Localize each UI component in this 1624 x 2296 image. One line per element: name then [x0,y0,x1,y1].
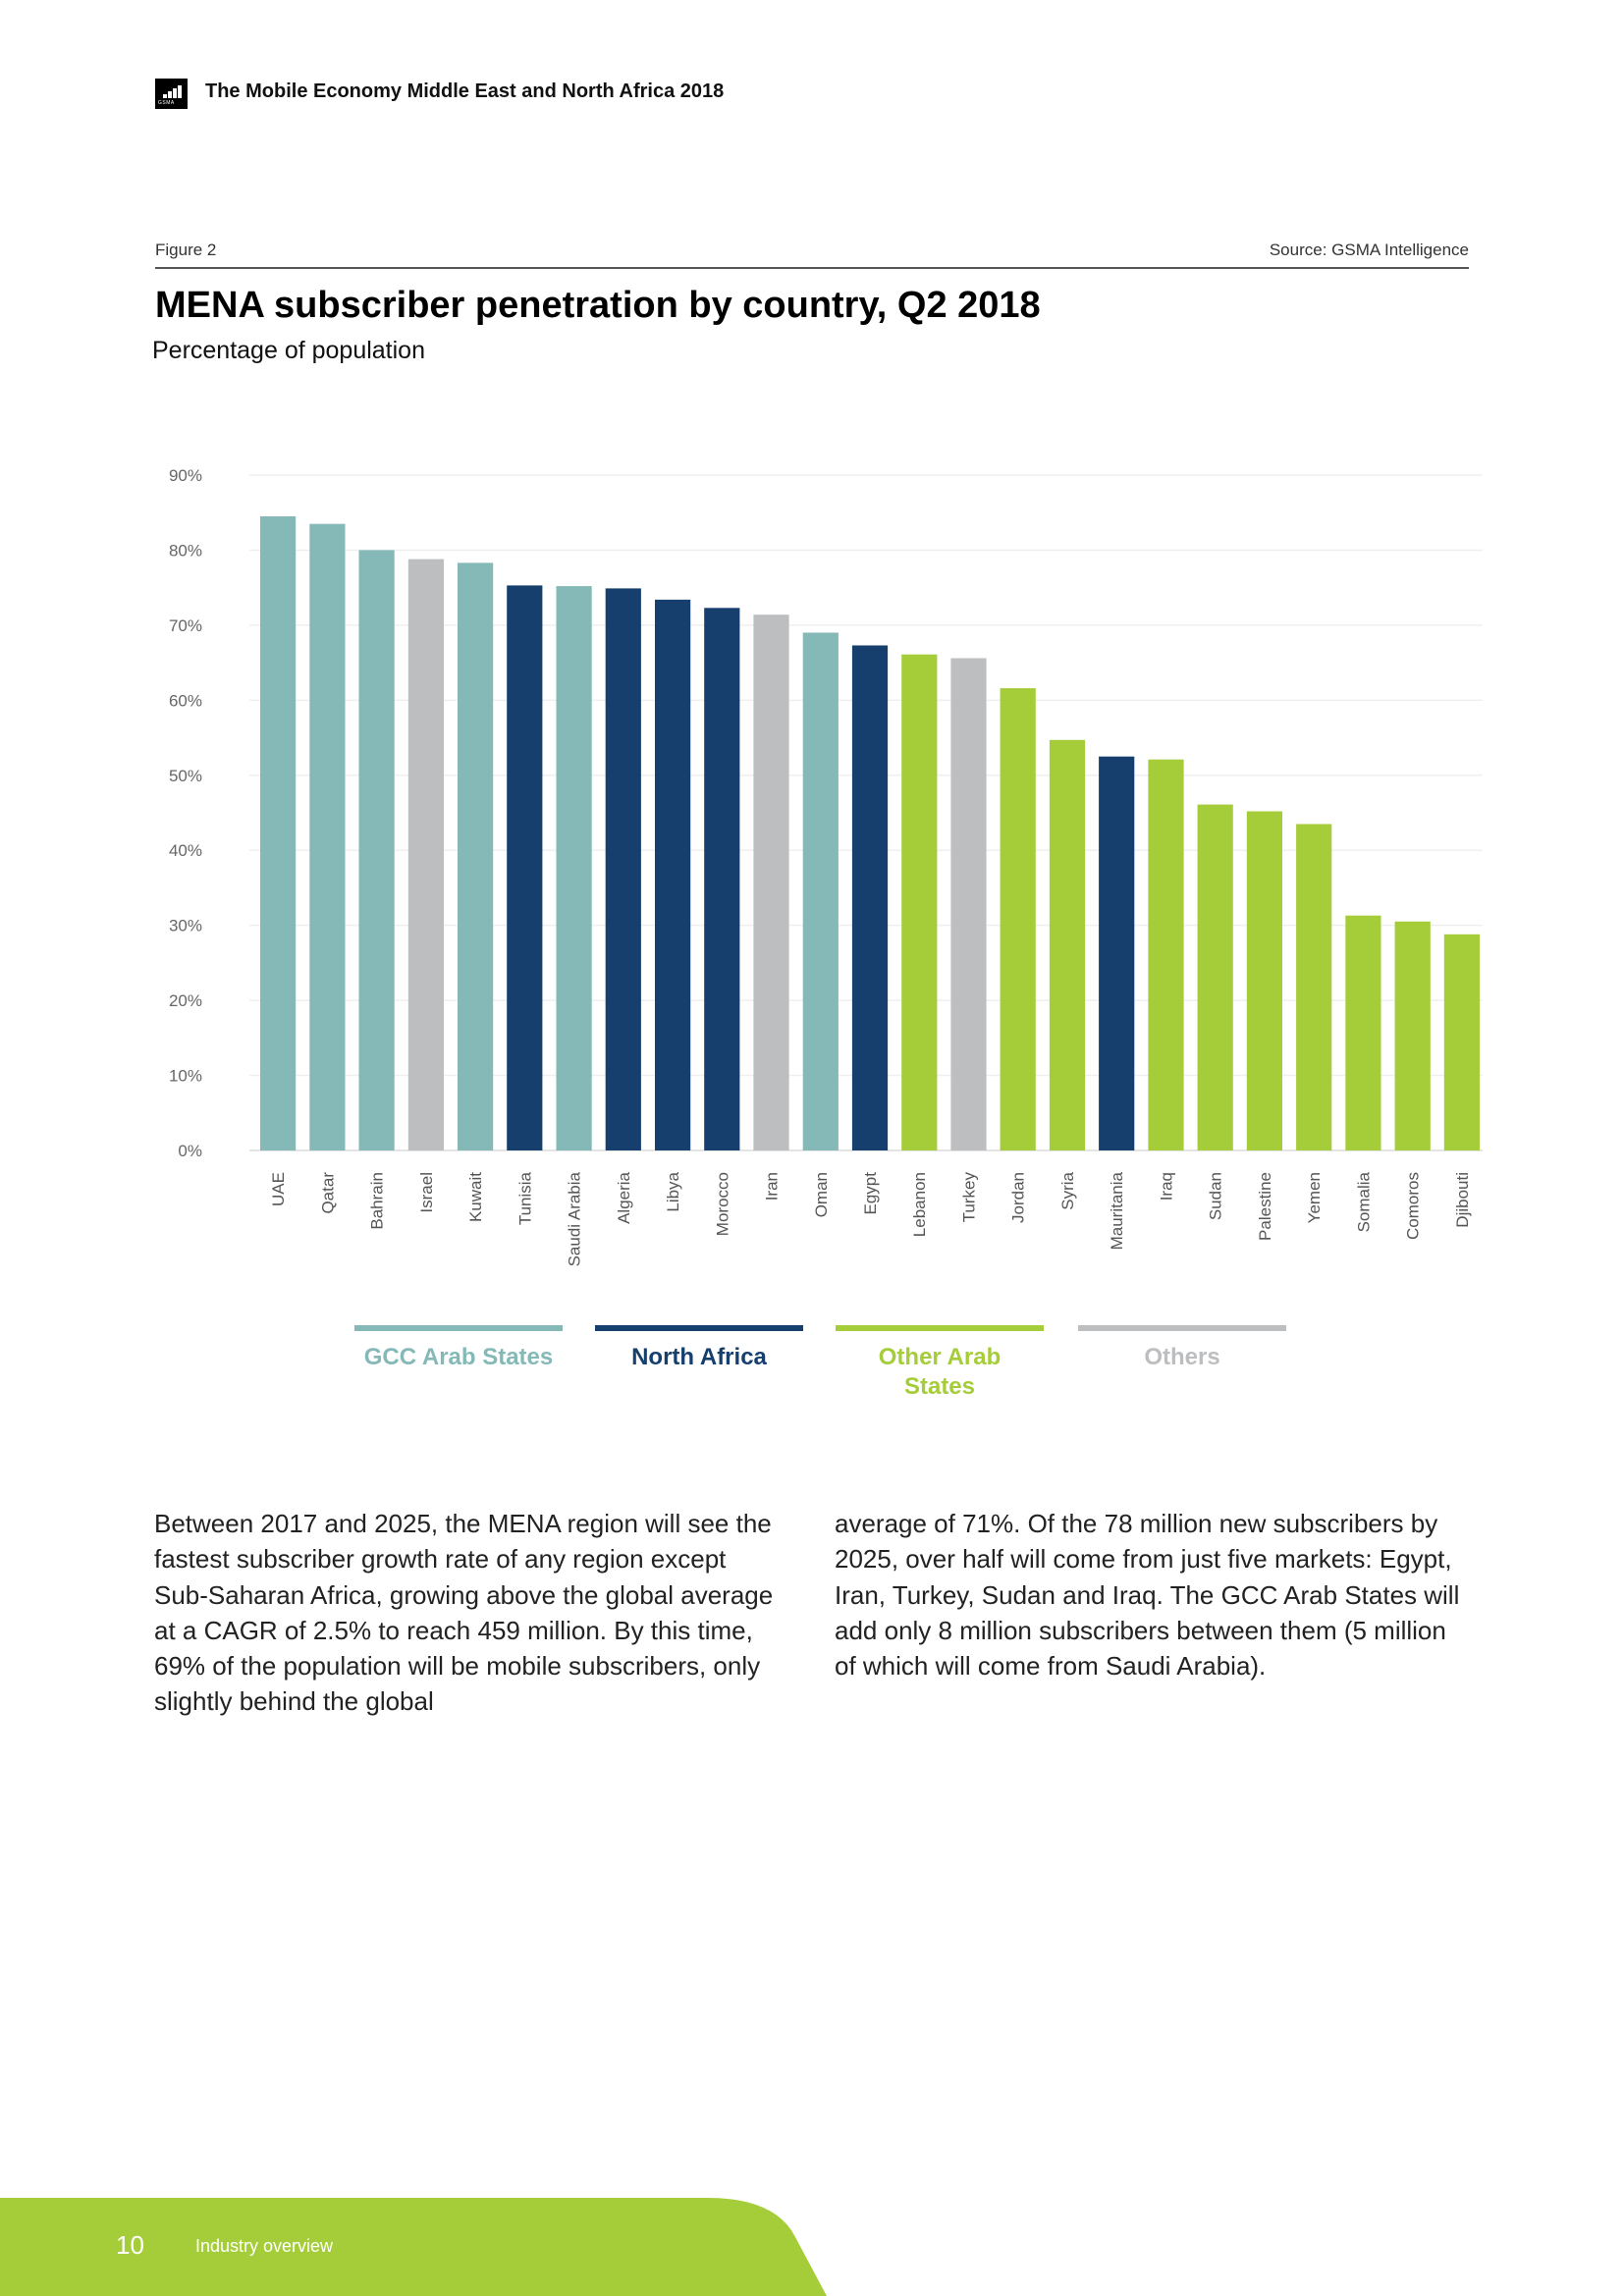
legend-label-north-africa: North Africa [631,1344,767,1370]
bar [458,562,494,1150]
x-tick-label: Tunisia [515,1171,534,1225]
footer-band [0,2198,827,2296]
figure-source: Source: GSMA Intelligence [1269,240,1469,259]
bar [1296,824,1332,1150]
bar [1148,759,1184,1150]
x-tick-label: Egypt [861,1172,880,1215]
legend-label-other-arab: Other Arab States [878,1344,1001,1400]
x-tick-label: Turkey [960,1172,979,1223]
y-tick-label: 50% [169,767,202,785]
y-tick-label: 20% [169,991,202,1010]
section-name: Industry overview [195,2236,334,2256]
y-tick-label: 0% [178,1142,202,1160]
bar [950,658,987,1150]
x-tick-label: Iraq [1157,1172,1175,1201]
bar [309,523,346,1150]
legend-item-others: Others [1078,1325,1286,1372]
legend-item-other-arab: Other Arab States [836,1325,1044,1402]
legend-label-others: Others [1144,1344,1220,1370]
bar [605,588,641,1150]
x-tick-label: Somalia [1354,1171,1373,1232]
bar [901,654,938,1150]
x-tick-label: Djibouti [1453,1172,1472,1228]
x-tick-label: Saudi Arabia [566,1171,584,1266]
x-tick-label: Morocco [713,1172,731,1236]
x-tick-label: Jordan [1009,1172,1028,1223]
bar [1000,688,1036,1150]
x-axis-labels: UAE Qatar Bahrain Israel Kuwait Tunisia Saudi … [269,1171,1472,1266]
body-paragraph-left: Between 2017 and 2025, the MENA region w… [154,1509,774,1717]
page-number: 10 [116,2230,144,2260]
legend-swatch-gcc [354,1325,563,1331]
bars [260,516,1480,1150]
logo-text: GSMA [158,100,175,106]
chart-title: MENA subscriber penetration by country, … [155,285,1041,326]
x-tick-label: Palestine [1256,1172,1274,1241]
x-tick-label: Israel [417,1172,436,1213]
bar [1049,739,1086,1150]
x-tick-label: Iran [763,1172,782,1201]
bar [556,586,592,1150]
gsma-logo-icon: GSMA [155,79,188,109]
y-axis-ticks: 0% 10% 20% 30% 40% 50% 60% 70% 80% 90% [169,466,202,1160]
bar [753,614,789,1150]
x-tick-label: Algeria [615,1171,633,1223]
bar [1443,934,1480,1150]
report-title: The Mobile Economy Middle East and North… [205,80,725,102]
bar [1099,756,1135,1150]
bar [507,585,543,1150]
bar [655,599,691,1150]
y-tick-label: 70% [169,616,202,635]
y-tick-label: 40% [169,841,202,860]
x-tick-label: UAE [269,1172,288,1206]
figure-label: Figure 2 [155,240,217,259]
x-tick-label: Mauritania [1108,1171,1126,1250]
figure-divider [155,267,1469,269]
bar [407,559,444,1150]
body-paragraph-right: average of 71%. Of the 78 million new su… [835,1509,1460,1682]
bar-chart: 0% 10% 20% 30% 40% 50% 60% 70% 80% 90% UAE Qatar Ba… [169,466,1483,1266]
bar [851,645,889,1150]
x-tick-label: Bahrain [368,1172,387,1230]
bar [260,516,297,1150]
bar [1197,804,1233,1150]
bar [802,632,839,1150]
x-tick-label: Kuwait [466,1172,485,1222]
x-tick-label: Syria [1058,1171,1077,1209]
x-tick-label: Qatar [318,1172,337,1214]
legend-label-gcc: GCC Arab States [363,1344,554,1370]
x-tick-label: Sudan [1207,1172,1225,1220]
x-tick-label: Oman [812,1172,831,1217]
x-tick-label: Libya [664,1171,682,1211]
legend-swatch-north-africa [595,1325,803,1331]
y-tick-label: 90% [169,466,202,485]
bar [1345,915,1381,1150]
bar [358,550,395,1150]
legend-item-gcc: GCC Arab States [354,1325,563,1372]
y-tick-label: 60% [169,691,202,710]
legend-swatch-others [1078,1325,1286,1331]
y-tick-label: 80% [169,541,202,560]
x-tick-label: Comoros [1404,1172,1423,1240]
legend-item-north-africa: North Africa [595,1325,803,1372]
bar [1394,921,1431,1150]
y-tick-label: 30% [169,917,202,935]
bar [704,608,740,1150]
chart-subtitle: Percentage of population [152,337,425,364]
legend-swatch-other-arab [836,1325,1044,1331]
x-tick-label: Yemen [1305,1172,1324,1223]
bar [1246,811,1282,1150]
x-tick-label: Lebanon [910,1172,929,1237]
y-tick-label: 10% [169,1067,202,1086]
